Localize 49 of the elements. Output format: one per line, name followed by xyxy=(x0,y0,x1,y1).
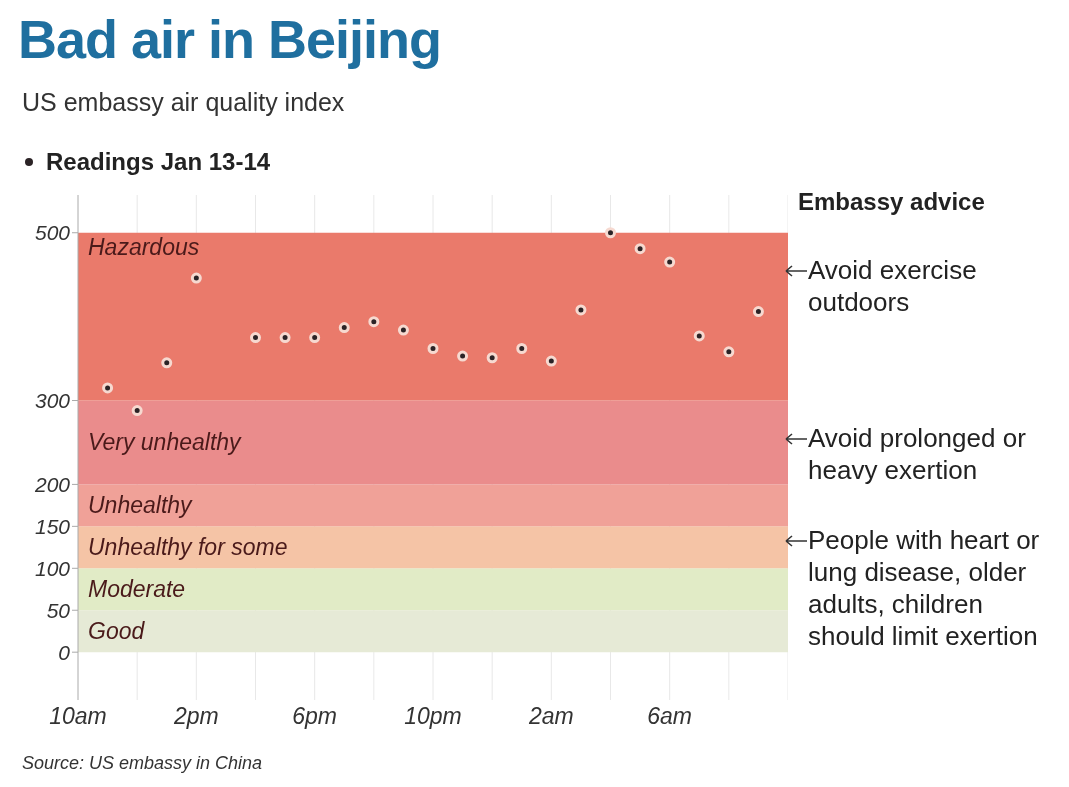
band-label: Unhealthy for some xyxy=(88,534,288,561)
point xyxy=(664,256,676,268)
point xyxy=(516,343,528,355)
point xyxy=(457,350,469,362)
point xyxy=(397,324,409,336)
point xyxy=(575,304,587,316)
text: Embassy advice xyxy=(798,188,985,216)
point xyxy=(752,306,764,318)
x-tick-label: 2am xyxy=(527,703,574,730)
x-tick-label: 2pm xyxy=(172,703,219,730)
x-tick-label: 6am xyxy=(647,703,693,730)
legend-label: Readings Jan 13-14 xyxy=(45,148,271,176)
point xyxy=(279,332,291,344)
band-label: Hazardous xyxy=(88,233,200,260)
point xyxy=(693,330,705,342)
point xyxy=(131,405,143,417)
point xyxy=(545,355,557,367)
y-tick-label: 100 xyxy=(34,556,71,580)
x-tick-label: 10am xyxy=(49,703,107,730)
point xyxy=(309,332,321,344)
band-label: Moderate xyxy=(88,576,186,603)
point xyxy=(190,272,202,284)
chart-subtitle: US embassy air quality index xyxy=(22,88,345,117)
point xyxy=(427,343,439,355)
point xyxy=(723,346,735,358)
text: People with heart or lung disease, older adults, children should limit exertion xyxy=(808,524,1041,652)
x-tick-label: 6pm xyxy=(292,703,338,730)
x-tick-label: 10pm xyxy=(404,703,462,730)
y-tick-label: 150 xyxy=(34,514,71,538)
chart-title: Bad air in Beijing xyxy=(18,8,442,70)
band-label: Good xyxy=(88,618,146,645)
point xyxy=(338,322,350,334)
point xyxy=(486,352,498,364)
band-label: Very unhealthy xyxy=(88,429,243,456)
point xyxy=(634,243,646,255)
y-tick-label: 300 xyxy=(34,388,71,412)
y-tick-label: 200 xyxy=(33,472,71,496)
point xyxy=(368,316,380,328)
source-note: Source: US embassy in China xyxy=(22,753,263,774)
text: Avoid prolonged or heavy exertion xyxy=(808,422,1027,486)
y-tick-label: 0 xyxy=(58,640,71,664)
point xyxy=(161,357,173,369)
y-tick-label: 50 xyxy=(46,598,71,622)
point xyxy=(605,227,616,239)
y-tick-label: 500 xyxy=(34,221,71,245)
band-label: Unhealthy xyxy=(88,492,194,519)
point xyxy=(102,382,114,394)
text: Avoid exercise outdoors xyxy=(808,254,978,318)
point xyxy=(250,332,261,344)
